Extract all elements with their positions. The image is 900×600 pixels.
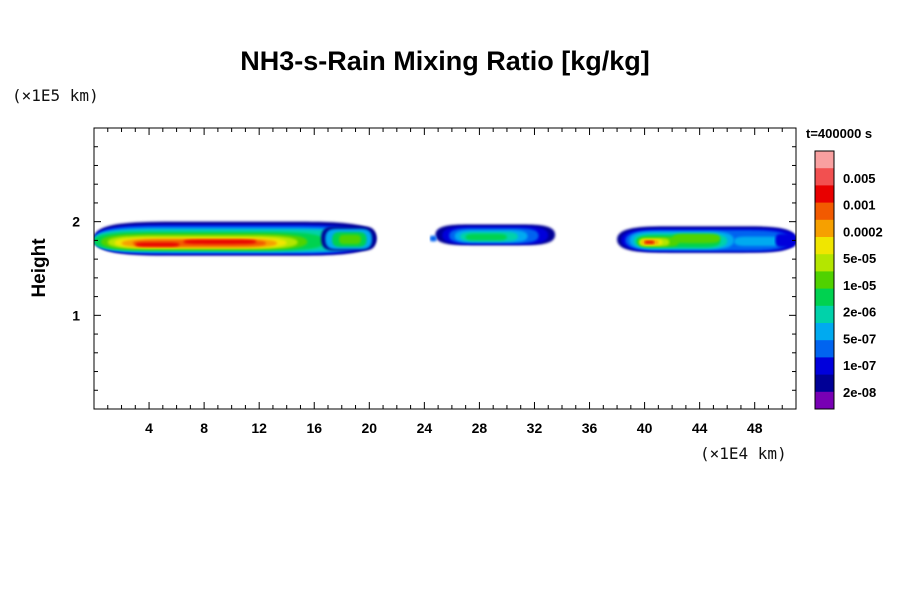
- colorbar-swatch: [815, 271, 834, 290]
- x-tick-label: 24: [417, 420, 433, 436]
- cloud-west-core: [183, 239, 257, 244]
- cloud-middle-level: [465, 233, 507, 241]
- plot-frame: [93, 127, 797, 410]
- cloud-east-lobe: [672, 233, 721, 244]
- x-tick-label: 8: [200, 420, 208, 436]
- x-tick-label: 20: [362, 420, 378, 436]
- colorbar-label: 1e-05: [843, 278, 876, 293]
- x-tick-label: 48: [747, 420, 763, 436]
- colorbar-swatch: [815, 305, 834, 324]
- colorbar-label: 0.005: [843, 171, 876, 186]
- colorbar-swatch: [815, 288, 834, 307]
- colorbar-label: 5e-05: [843, 251, 876, 266]
- cloud-west-lobe: [339, 234, 362, 245]
- x-unit-label: (×1E4 km): [700, 444, 787, 463]
- y-tick-label: 1: [72, 307, 80, 323]
- cloud-layer: [94, 221, 796, 256]
- x-tick-label: 32: [527, 420, 543, 436]
- cloud-east-edge: [775, 233, 796, 247]
- x-tick-label: 12: [251, 420, 267, 436]
- colorbar-label: 1e-07: [843, 358, 876, 373]
- time-label: t=400000 s: [806, 126, 873, 141]
- y-axis: 12: [72, 146, 796, 391]
- colorbar-swatch: [815, 391, 834, 410]
- x-tick-label: 4: [145, 420, 153, 436]
- colorbar-swatch: [815, 340, 834, 358]
- colorbar-swatch: [815, 202, 834, 221]
- colorbar-swatch: [815, 151, 834, 169]
- x-tick-label: 44: [692, 420, 708, 436]
- y-tick-label: 2: [72, 214, 80, 230]
- colorbar-label: 0.001: [843, 198, 876, 213]
- colorbar-label: 0.0002: [843, 224, 883, 239]
- x-tick-label: 36: [582, 420, 598, 436]
- x-tick-label: 16: [306, 420, 322, 436]
- chart-title: NH3-s-Rain Mixing Ratio [kg/kg]: [240, 46, 650, 76]
- x-tick-label: 28: [472, 420, 488, 436]
- x-axis: 4 8 12 16 20 24 28 32 36 40 44 48: [107, 128, 783, 436]
- colorbar-swatch: [815, 185, 834, 204]
- colorbar-swatch: [815, 237, 834, 255]
- colorbar-swatch: [815, 168, 834, 186]
- x-tick-label: 40: [637, 420, 653, 436]
- cloud-east-lobe: [734, 236, 783, 247]
- colorbar: 0.005 0.001 0.0002 5e-05 1e-05 2e-06 5e-07 1e-0…: [814, 150, 883, 410]
- cloud-east-level: [644, 240, 655, 244]
- colorbar-label: 2e-06: [843, 305, 876, 320]
- colorbar-swatch: [815, 254, 834, 272]
- colorbar-swatch: [815, 374, 834, 393]
- colorbar-swatch: [815, 219, 834, 238]
- colorbar-frame: [814, 150, 835, 410]
- colorbar-swatch: [815, 357, 834, 376]
- colorbar-swatch: [815, 323, 834, 341]
- colorbar-label: 2e-08: [843, 385, 876, 400]
- y-unit-label: (×1E5 km): [12, 86, 99, 105]
- cloud-middle-fragment: [429, 235, 437, 242]
- cloud-west-core: [135, 242, 180, 247]
- colorbar-label: 5e-07: [843, 331, 876, 346]
